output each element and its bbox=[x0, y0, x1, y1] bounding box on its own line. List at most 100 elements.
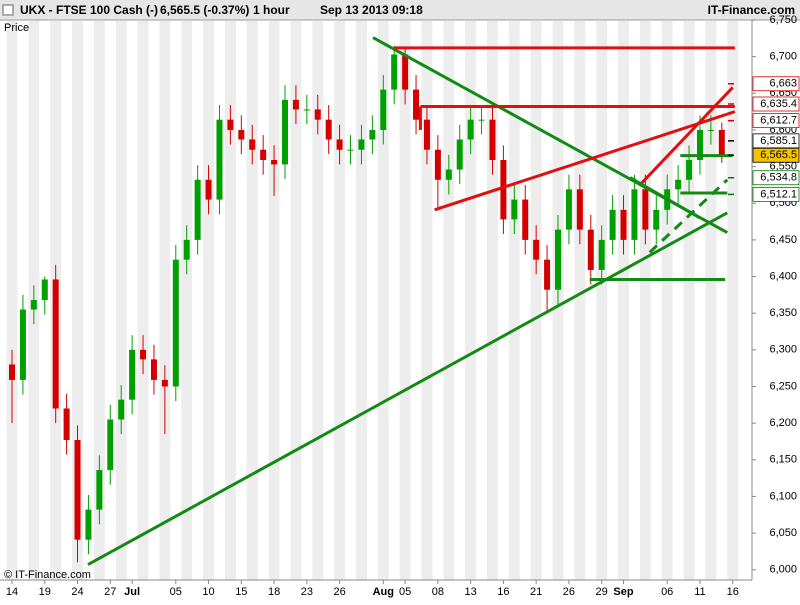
day-stripe bbox=[268, 21, 280, 580]
trend-line bbox=[648, 178, 729, 254]
level-box bbox=[752, 186, 800, 202]
y-tick-label: 6,100 bbox=[769, 490, 797, 502]
candle-body bbox=[347, 149, 354, 151]
candle-body bbox=[216, 119, 223, 200]
day-stripe bbox=[465, 21, 477, 580]
candle-body bbox=[282, 99, 288, 165]
y-tick-label: 6,750 bbox=[769, 14, 797, 26]
candle-body bbox=[19, 309, 26, 380]
day-stripe bbox=[334, 21, 346, 580]
x-tick-label: Sep bbox=[613, 586, 633, 598]
candle-body bbox=[85, 509, 92, 540]
y-axis-label: Price bbox=[4, 22, 29, 34]
x-tick-label: 05 bbox=[170, 586, 182, 598]
level-label: 6,635.4 bbox=[760, 98, 797, 110]
candle-body bbox=[544, 259, 551, 290]
y-tick-label: 6,250 bbox=[769, 380, 797, 392]
candle-body bbox=[238, 129, 245, 140]
candle-body bbox=[271, 160, 278, 165]
day-stripe bbox=[72, 21, 83, 580]
candle-body bbox=[489, 119, 496, 160]
y-tick-label: 6,450 bbox=[769, 234, 797, 246]
candle-body bbox=[260, 149, 267, 160]
x-tick-label: 16 bbox=[727, 586, 739, 598]
candle-body bbox=[445, 169, 452, 180]
x-tick-label: 18 bbox=[268, 586, 280, 598]
header-checkbox[interactable] bbox=[2, 4, 14, 16]
candle-body bbox=[500, 160, 507, 220]
level-label: 6,612.7 bbox=[760, 115, 797, 127]
y-tick-label: 6,200 bbox=[769, 417, 797, 429]
day-stripe bbox=[443, 21, 455, 580]
candle-body bbox=[576, 189, 583, 230]
candle-body bbox=[325, 119, 332, 140]
watermark: © IT-Finance.com bbox=[4, 569, 91, 581]
x-tick-label: 14 bbox=[6, 586, 18, 598]
header-bar bbox=[0, 0, 800, 20]
candle-body bbox=[478, 119, 485, 121]
level-box bbox=[752, 147, 800, 163]
candle-body bbox=[380, 89, 387, 130]
candle-body bbox=[140, 349, 147, 360]
day-stripe bbox=[224, 21, 236, 580]
x-tick-label: 15 bbox=[235, 586, 247, 598]
header-title: UKX - FTSE 100 Cash (-) bbox=[20, 3, 158, 17]
day-stripe bbox=[312, 21, 324, 580]
header-interval: 1 hour bbox=[253, 3, 290, 17]
y-tick-label: 6,700 bbox=[769, 51, 797, 63]
candle-body bbox=[511, 199, 518, 220]
header-timestamp: Sep 13 2013 09:18 bbox=[320, 3, 423, 17]
day-stripe bbox=[377, 21, 389, 580]
candle-body bbox=[227, 119, 234, 130]
candle-body bbox=[413, 89, 420, 120]
y-tick-label: 6,300 bbox=[769, 344, 797, 356]
y-tick-label: 6,000 bbox=[769, 564, 797, 576]
candle-body bbox=[718, 129, 725, 156]
day-stripe bbox=[421, 21, 433, 580]
day-stripe bbox=[290, 21, 302, 580]
level-box bbox=[752, 96, 800, 112]
candle-body bbox=[391, 54, 398, 90]
candle-body bbox=[609, 209, 616, 240]
level-label: 6,565.5 bbox=[760, 149, 797, 161]
day-stripe bbox=[6, 21, 18, 580]
candle-body bbox=[303, 109, 310, 111]
day-stripe bbox=[246, 21, 258, 580]
candle-body bbox=[522, 199, 529, 240]
day-stripe bbox=[203, 21, 215, 580]
level-box bbox=[752, 170, 800, 186]
x-tick-label: 05 bbox=[399, 586, 411, 598]
day-stripe bbox=[487, 21, 498, 580]
day-stripe bbox=[355, 21, 367, 580]
x-tick-label: 21 bbox=[530, 586, 542, 598]
trend-line bbox=[629, 176, 701, 220]
candle-body bbox=[292, 99, 299, 110]
candle-body bbox=[686, 160, 693, 180]
candle-body bbox=[63, 408, 70, 440]
candle-body bbox=[150, 359, 157, 380]
candle-body bbox=[587, 229, 594, 270]
candle-body bbox=[565, 189, 572, 230]
x-tick-label: 10 bbox=[202, 586, 214, 598]
candle-body bbox=[41, 279, 48, 300]
candle-body bbox=[96, 470, 103, 510]
candle-body bbox=[194, 179, 201, 240]
x-tick-label: 19 bbox=[39, 586, 51, 598]
day-stripe bbox=[399, 21, 411, 580]
day-stripe bbox=[596, 21, 608, 580]
candle-body bbox=[183, 239, 190, 260]
candle-body bbox=[314, 109, 321, 120]
candle-body bbox=[598, 239, 605, 270]
candle-body bbox=[369, 129, 376, 140]
level-label: 6,534.8 bbox=[760, 172, 797, 184]
x-tick-label: 08 bbox=[432, 586, 444, 598]
candle-body bbox=[707, 129, 714, 131]
x-tick-label: 29 bbox=[596, 586, 608, 598]
day-stripe bbox=[508, 21, 520, 580]
x-tick-label: 24 bbox=[71, 586, 83, 598]
day-stripe bbox=[574, 21, 586, 580]
candle-body bbox=[555, 229, 561, 290]
day-stripe bbox=[115, 21, 127, 580]
candle-body bbox=[533, 239, 540, 260]
